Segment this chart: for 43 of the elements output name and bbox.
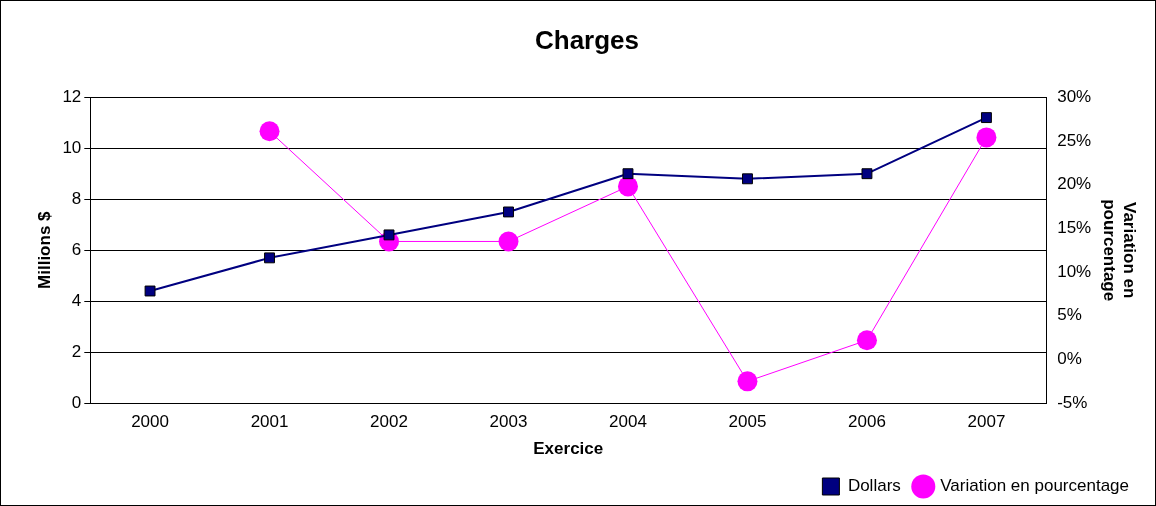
y2-tick-label: -5%	[1057, 392, 1088, 412]
chart-title: Charges	[534, 24, 640, 55]
x-tick-label: 2002	[370, 412, 408, 432]
y-tick-label: 8	[71, 188, 82, 208]
y-tick-label: 4	[71, 290, 82, 310]
y2-tick-label: 0%	[1057, 349, 1082, 369]
point	[737, 371, 758, 392]
y-tick-label: 2	[71, 341, 82, 361]
legend-label: Dollars	[847, 476, 901, 496]
x-tick-label: 2007	[967, 412, 1006, 432]
point	[264, 252, 275, 264]
x-tick-label: 2003	[489, 412, 528, 432]
x-tick-label: 2005	[728, 412, 767, 432]
x-axis-title: Exercice	[533, 439, 604, 459]
x-tick-label: 2006	[848, 412, 886, 432]
y2-tick-label: 5%	[1057, 305, 1082, 325]
y-tick-label: 0	[71, 392, 82, 412]
point	[976, 127, 997, 148]
point	[383, 229, 395, 241]
point	[861, 168, 873, 180]
point	[980, 112, 992, 124]
y2-tick-label: 10%	[1057, 261, 1092, 281]
y-axis-title: Millions $	[34, 210, 54, 289]
point	[622, 168, 634, 180]
y2-tick-label: 15%	[1057, 218, 1092, 238]
y-tick-label: 6	[71, 239, 82, 259]
point	[503, 206, 514, 218]
y-tick-label: 10	[62, 137, 82, 157]
point	[144, 285, 156, 297]
point	[856, 330, 877, 351]
y2-axis-title: Variation en pourcentage	[1099, 199, 1140, 302]
legend-label: Variation en pourcentage	[940, 476, 1130, 496]
point	[617, 176, 638, 197]
x-tick-label: 2001	[250, 412, 289, 432]
y2-tick-label: 20%	[1057, 174, 1092, 194]
point	[498, 231, 519, 252]
x-tick-label: 2004	[609, 412, 647, 432]
y2-tick-label: 25%	[1057, 130, 1092, 150]
point	[259, 121, 280, 142]
y2-tick-label: 30%	[1057, 86, 1092, 106]
x-tick-label: 2000	[131, 412, 169, 432]
y-tick-label: 12	[62, 86, 82, 106]
point	[742, 173, 753, 185]
